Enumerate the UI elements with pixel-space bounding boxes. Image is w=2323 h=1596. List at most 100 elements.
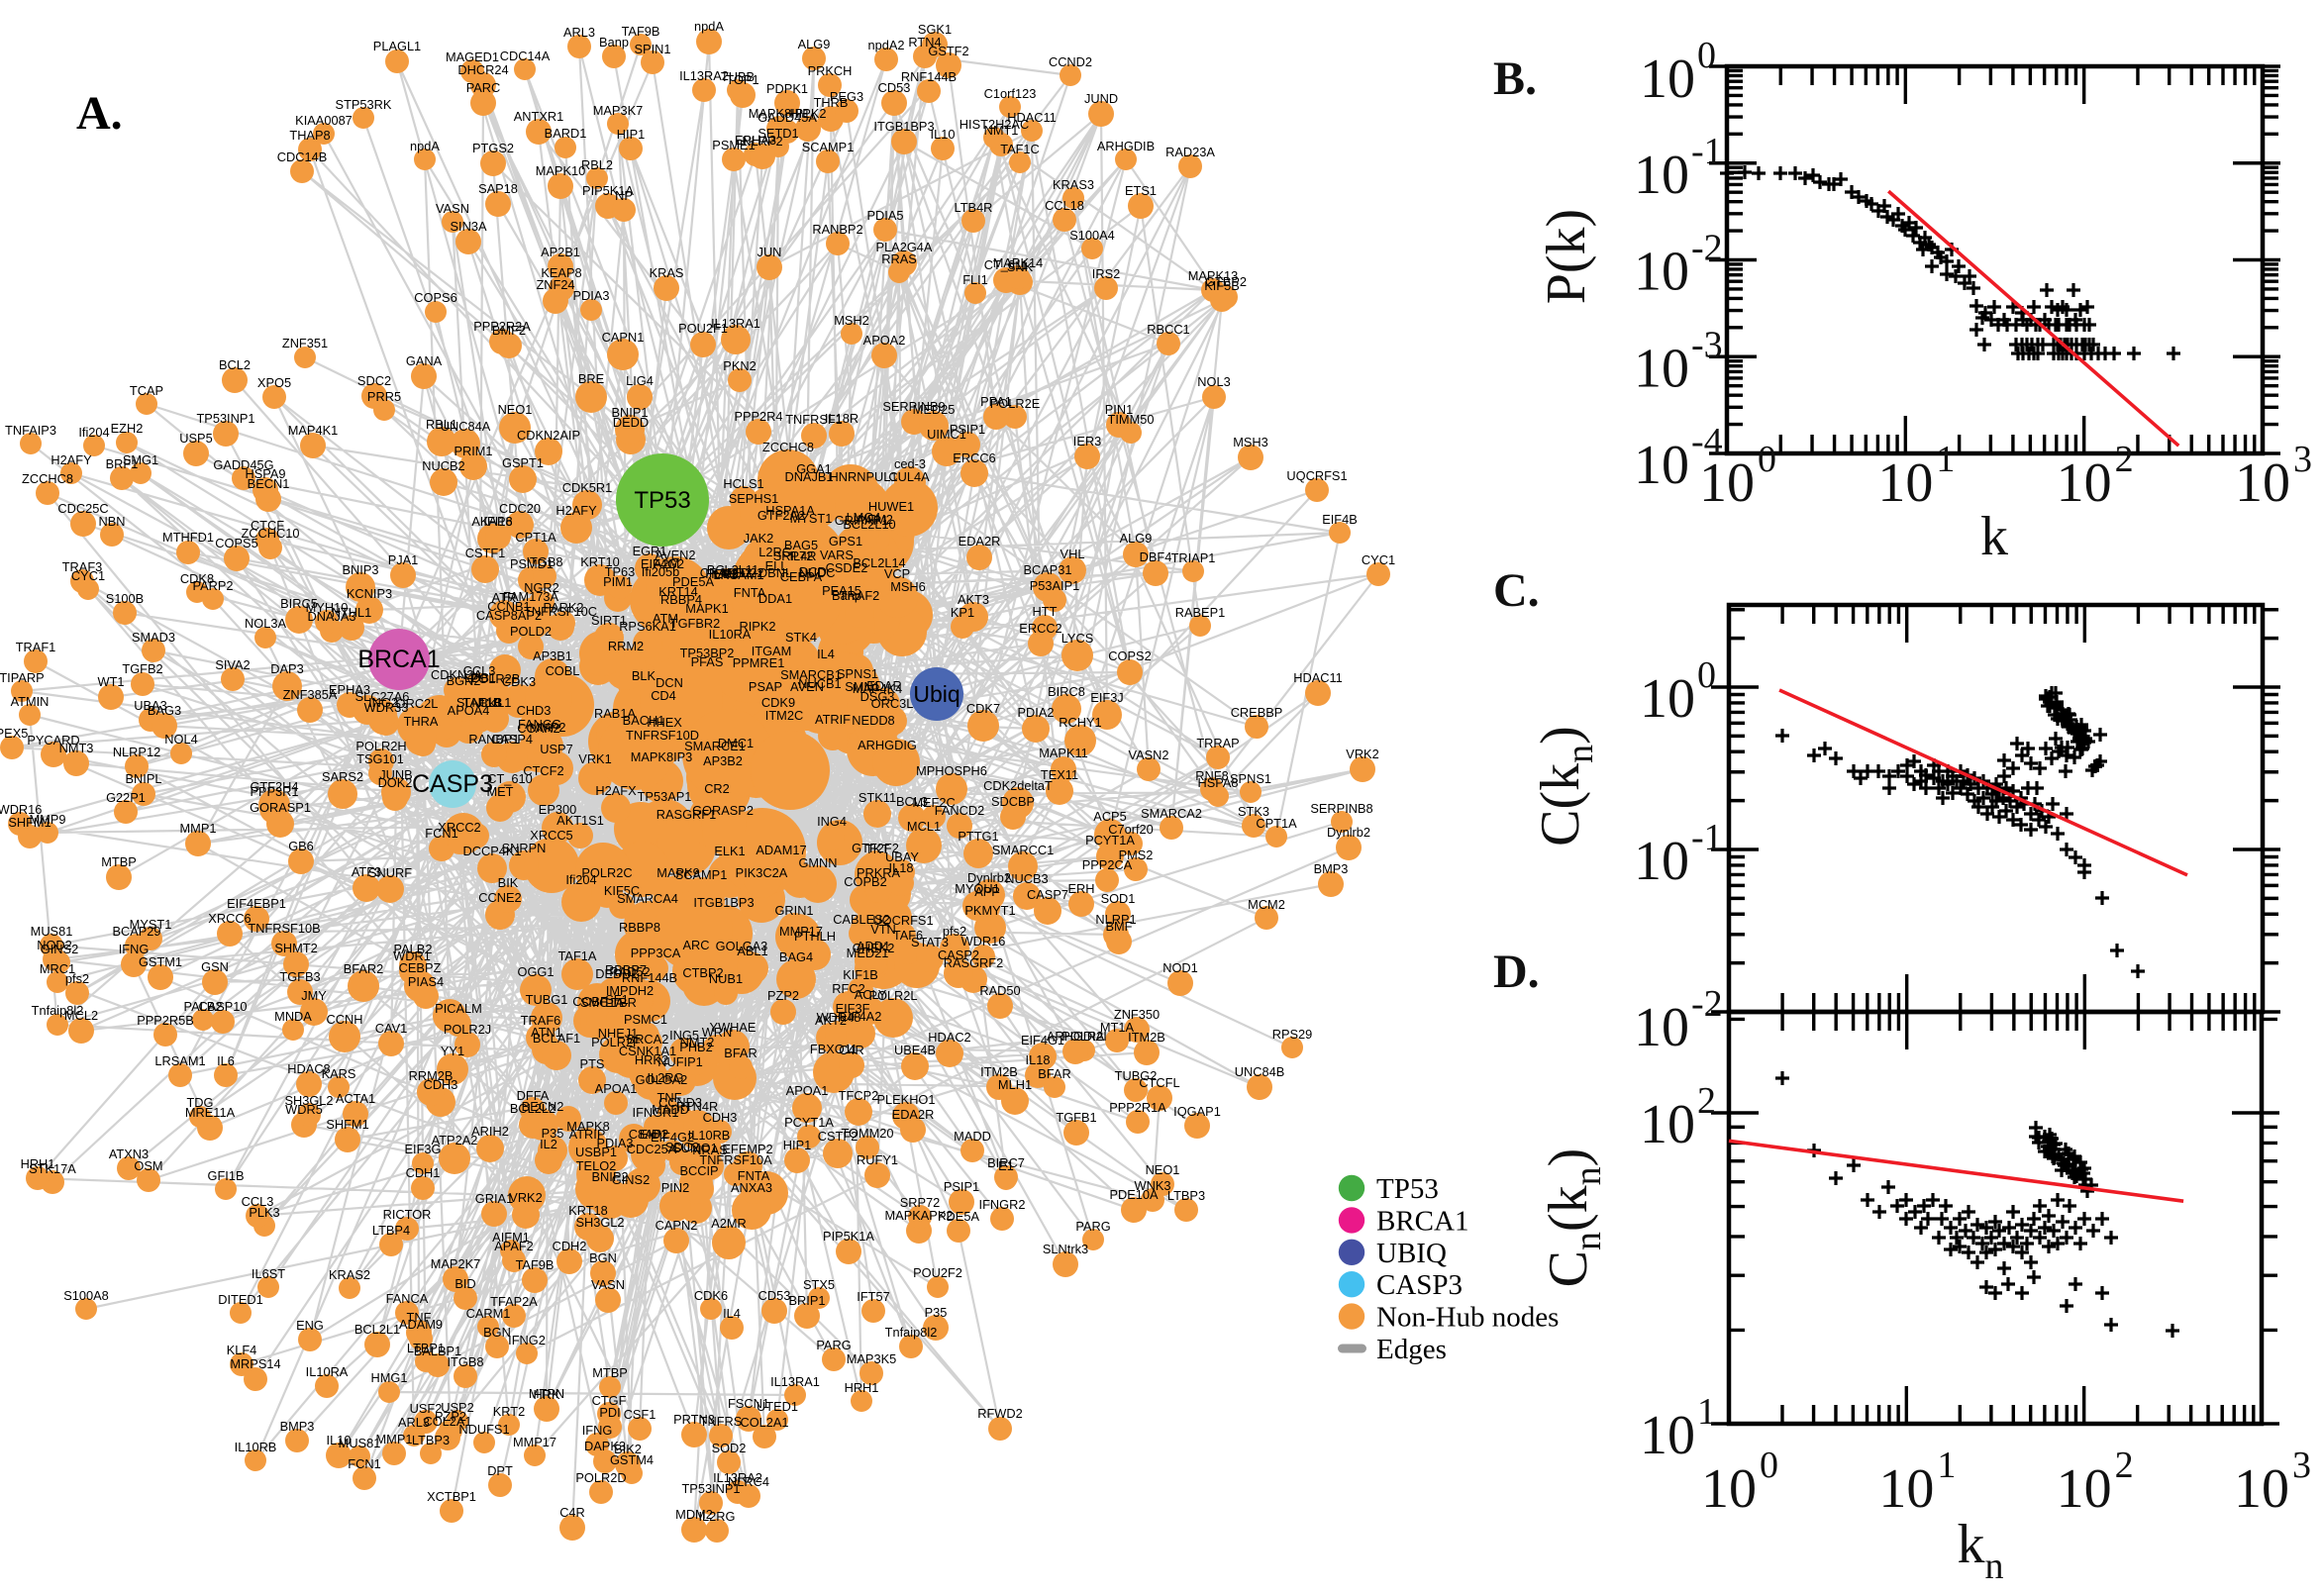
svg-text:KRAS: KRAS (650, 265, 684, 280)
svg-text:WDR1: WDR1 (393, 948, 431, 963)
svg-text:MAP3K7: MAP3K7 (593, 103, 644, 118)
svg-text:DDA1: DDA1 (758, 591, 792, 606)
svg-text:DCCP4K1: DCCP4K1 (462, 844, 521, 858)
svg-text:LTBR: LTBR (605, 995, 637, 1010)
svg-text:IL6ST: IL6ST (252, 1266, 285, 1281)
svg-text:TIPARP: TIPARP (0, 670, 45, 685)
svg-text:BGN: BGN (483, 1325, 511, 1340)
svg-text:NRAS: NRAS (692, 1143, 728, 1157)
svg-text:MRC1: MRC1 (40, 961, 75, 976)
svg-text:C7orf20: C7orf20 (1108, 822, 1154, 837)
svg-text:NMT3: NMT3 (59, 741, 94, 755)
svg-text:JUNB: JUNB (379, 767, 412, 782)
svg-text:ITM2B: ITM2B (1128, 1030, 1165, 1045)
svg-text:MMP9: MMP9 (30, 812, 66, 827)
svg-text:BCAP31: BCAP31 (1023, 562, 1071, 577)
svg-text:10: 10 (2057, 1458, 2112, 1520)
svg-text:APOA1: APOA1 (595, 1081, 638, 1096)
svg-text:ARL3: ARL3 (398, 1415, 430, 1430)
svg-text:CPT1A: CPT1A (1256, 816, 1297, 831)
svg-text:CTCFL: CTCFL (1139, 1075, 1179, 1090)
svg-text:DAP3: DAP3 (270, 661, 303, 676)
svg-text:RAB1A: RAB1A (594, 706, 636, 721)
svg-text:APAF2: APAF2 (494, 1239, 534, 1253)
svg-text:MAPK8IP3: MAPK8IP3 (631, 749, 693, 764)
svg-text:TNF: TNF (657, 1090, 682, 1105)
svg-text:DHCR24: DHCR24 (457, 62, 508, 77)
svg-text:ARC: ARC (682, 938, 709, 952)
svg-text:COPS5: COPS5 (215, 536, 257, 550)
svg-text:ATMIN: ATMIN (11, 694, 50, 709)
svg-text:ARHGDIB: ARHGDIB (1097, 139, 1155, 153)
svg-text:DFFA: DFFA (517, 1088, 550, 1103)
svg-text:10: 10 (1634, 997, 1689, 1058)
svg-text:NOD2: NOD2 (37, 938, 72, 952)
svg-text:CT_611: CT_611 (984, 257, 1029, 272)
svg-text:BRCA1: BRCA1 (357, 646, 440, 673)
svg-text:10: 10 (2235, 452, 2290, 514)
svg-text:WT1: WT1 (97, 674, 124, 689)
svg-text:IFNG: IFNG (119, 942, 150, 956)
svg-text:CASP10: CASP10 (198, 999, 247, 1014)
svg-text:SCAMP1: SCAMP1 (802, 140, 855, 154)
svg-text:MRPS14: MRPS14 (230, 1356, 280, 1371)
svg-text:UTED1: UTED1 (757, 1399, 798, 1414)
svg-text:P(k): P(k) (1536, 209, 1597, 304)
svg-text:HTT: HTT (1033, 604, 1058, 619)
svg-text:POU2F2: POU2F2 (913, 1265, 962, 1280)
svg-text:DCD: DCD (799, 564, 827, 579)
svg-text:10: 10 (1640, 1405, 1695, 1466)
svg-text:CEBPZ: CEBPZ (399, 960, 442, 975)
svg-text:AKT3: AKT3 (958, 592, 989, 607)
svg-text:HSPA9: HSPA9 (245, 466, 285, 481)
svg-text:pfs2: pfs2 (943, 924, 966, 939)
svg-text:RIPK2: RIPK2 (740, 619, 776, 634)
svg-text:PDIA2: PDIA2 (1018, 705, 1055, 720)
svg-text:TFAP2A: TFAP2A (490, 1294, 538, 1309)
svg-text:SIVA2: SIVA2 (215, 657, 250, 672)
svg-text:UBA3: UBA3 (134, 698, 166, 713)
svg-text:Edges: Edges (1376, 1334, 1447, 1365)
svg-text:CASP8AP2: CASP8AP2 (476, 608, 542, 623)
svg-text:IL10RB: IL10RB (235, 1440, 277, 1454)
svg-text:ZCCHC10: ZCCHC10 (241, 526, 299, 541)
svg-text:WNK3: WNK3 (1135, 1178, 1171, 1193)
svg-text:COPS6: COPS6 (414, 290, 456, 305)
svg-text:GTF2A2: GTF2A2 (758, 508, 805, 523)
svg-text:CDK3: CDK3 (502, 674, 536, 689)
svg-text:BAG3: BAG3 (148, 703, 181, 718)
svg-text:PPMRE1: PPMRE1 (733, 655, 785, 670)
svg-text:Ifi204: Ifi204 (565, 872, 596, 887)
svg-text:PSMC1: PSMC1 (624, 1012, 667, 1027)
svg-text:PLEKHO1: PLEKHO1 (876, 1092, 935, 1107)
svg-text:PPP2R1A: PPP2R1A (1109, 1100, 1166, 1115)
svg-text:VASN2: VASN2 (1128, 748, 1168, 762)
svg-text:NGR2: NGR2 (524, 580, 559, 595)
svg-text:Banp: Banp (599, 35, 629, 50)
svg-text:ITGB1BP3: ITGB1BP3 (693, 895, 754, 910)
svg-text:STK3: STK3 (1238, 804, 1269, 819)
svg-text:COBF: COBF (572, 994, 608, 1009)
svg-text:CDKN2A: CDKN2A (431, 667, 482, 682)
svg-text:VRK1: VRK1 (578, 751, 611, 766)
svg-text:ADAM17: ADAM17 (756, 843, 806, 857)
svg-text:Tnfaip8l2: Tnfaip8l2 (32, 1003, 84, 1018)
svg-text:FANCG: FANCG (518, 717, 561, 732)
svg-text:ORC3L: ORC3L (871, 696, 914, 711)
svg-text:10: 10 (1634, 242, 1689, 303)
svg-text:PSMD1: PSMD1 (510, 556, 554, 571)
svg-text:CASP7: CASP7 (1027, 887, 1068, 902)
svg-text:PTTG1: PTTG1 (958, 829, 998, 844)
svg-text:RBL2: RBL2 (581, 157, 613, 172)
svg-text:MAP2K7: MAP2K7 (431, 1256, 481, 1271)
svg-text:DITED1: DITED1 (218, 1292, 263, 1307)
svg-text:SMN1: SMN1 (845, 679, 880, 694)
svg-text:IFI16: IFI16 (483, 514, 512, 529)
svg-text:KRT18: KRT18 (568, 1203, 608, 1218)
svg-text:CREBBP: CREBBP (1231, 705, 1283, 720)
svg-text:WDR16: WDR16 (0, 802, 42, 817)
svg-text:10: 10 (1634, 435, 1689, 496)
svg-text:CDK9: CDK9 (761, 695, 795, 710)
svg-text:CASP3: CASP3 (412, 770, 493, 798)
svg-text:UBAY: UBAY (885, 849, 919, 864)
